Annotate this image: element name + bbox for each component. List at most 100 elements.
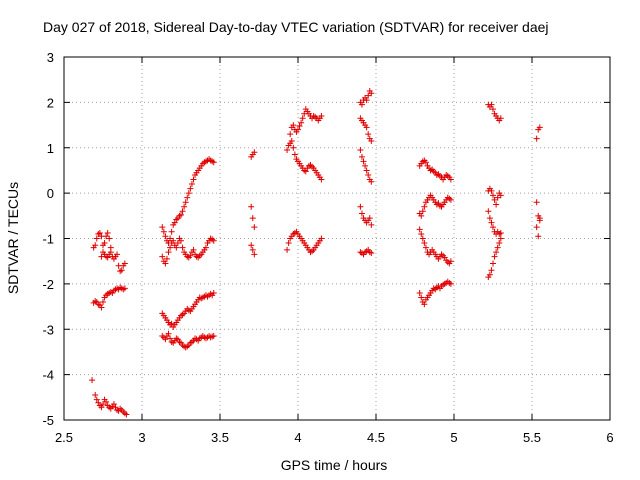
series-s18 [416,157,454,183]
data-point [285,240,292,247]
data-point [493,249,500,256]
data-point [168,338,175,345]
data-point [249,215,256,222]
data-point [291,230,298,237]
series-s21 [416,278,454,308]
data-point [163,255,170,262]
data-point [358,101,365,108]
chart-title: Day 027 of 2018, Sidereal Day-to-day VTE… [43,19,549,35]
y-tick-label: 3 [47,50,54,65]
data-point [422,244,429,251]
data-point [447,258,454,265]
data-point [447,196,454,203]
data-point [92,392,99,399]
data-point [114,251,121,258]
y-tick-label: -1 [42,232,54,247]
data-point [368,221,375,228]
data-point [447,176,454,183]
data-point [284,246,291,253]
data-point [536,124,543,131]
data-point [533,199,540,206]
data-point [187,185,194,192]
data-point [103,398,110,405]
data-point [284,147,291,154]
data-point [298,119,305,126]
data-point [249,246,256,253]
data-point [167,235,174,242]
data-point [497,192,504,199]
data-point [309,248,316,255]
data-point [251,251,258,258]
data-point [363,124,370,131]
data-point [296,122,303,129]
data-point [363,97,370,104]
data-point [357,147,364,154]
x-tick-label: 4 [294,430,301,445]
data-point [178,211,184,218]
data-point [98,304,105,311]
data-point [287,131,294,138]
data-point [110,401,117,408]
data-point [173,216,180,223]
data-point [187,252,194,259]
x-tick-labels: 2.5 3 3.5 4 4.5 5 5.5 6 [55,430,614,445]
data-point [100,401,106,408]
data-point [366,215,373,222]
data-point [103,233,110,240]
data-point [486,271,493,278]
data-point [162,233,169,240]
data-point [121,285,128,292]
data-point [419,208,426,215]
data-point [210,237,217,244]
y-tick-label: -4 [42,368,54,383]
data-point [167,335,174,342]
data-point [368,178,375,185]
data-point [168,320,175,327]
data-point [533,135,540,142]
series-s23 [485,185,504,208]
data-point [444,172,451,179]
data-point [104,254,111,261]
x-tick-label: 6 [606,430,613,445]
data-points [89,88,543,418]
data-point [290,122,297,129]
x-tick-label: 5 [450,430,457,445]
series-s26 [533,124,543,240]
data-point [159,253,166,260]
data-point [121,260,128,267]
data-point [486,215,493,222]
series-s14 [357,115,375,144]
data-point [95,399,102,406]
data-point [184,343,191,350]
data-point [165,330,172,337]
data-point [535,233,542,240]
data-point [210,289,217,296]
data-point [291,151,298,158]
data-point [421,301,428,308]
data-point [490,224,496,231]
data-point [497,115,504,122]
data-point [204,293,211,300]
data-point [92,242,99,249]
data-point [295,126,301,133]
series-s16 [357,203,375,228]
data-point [496,240,503,247]
data-point [491,253,498,260]
series-s25 [485,235,504,281]
data-point [318,235,325,242]
data-point [162,260,169,267]
data-point [288,137,295,144]
data-point [181,203,188,210]
data-point [100,249,106,256]
data-point [251,149,258,156]
data-point [188,181,195,188]
data-point [93,235,100,242]
data-point [100,299,106,306]
data-point [117,268,124,275]
data-point [536,215,543,222]
data-point [488,101,495,108]
data-point [101,240,108,247]
data-point [174,336,181,343]
data-point [447,280,454,287]
data-point [312,113,319,120]
